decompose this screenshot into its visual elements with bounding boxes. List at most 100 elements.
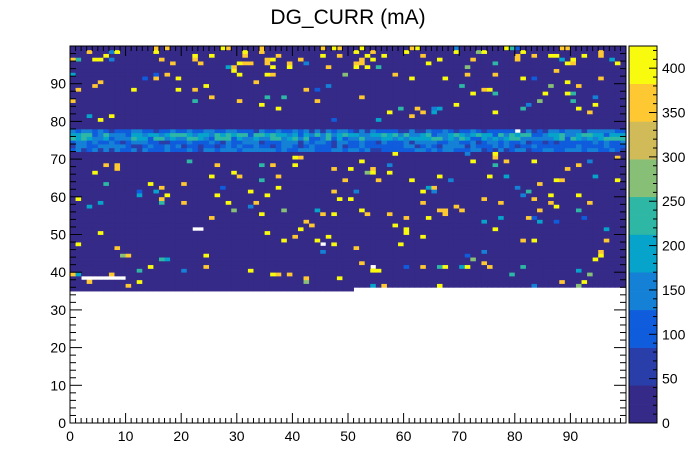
heatmap-cell (153, 121, 160, 126)
heatmap-cell (186, 159, 193, 164)
heatmap-cell (231, 155, 238, 160)
heatmap-cell (309, 185, 316, 190)
heatmap-cell (509, 208, 516, 213)
heatmap-cell (403, 200, 410, 205)
heatmap-cell (403, 283, 410, 288)
heatmap-cell (214, 181, 221, 186)
heatmap-cell (514, 144, 521, 149)
heatmap-cell (570, 219, 577, 224)
heatmap-cell (253, 174, 260, 179)
heatmap-cell (264, 128, 271, 134)
heatmap-cell (297, 162, 304, 168)
heatmap-cell (353, 128, 360, 134)
heatmap-cell (453, 132, 460, 137)
heatmap-cell (514, 275, 521, 281)
heatmap-cell (170, 110, 177, 115)
heatmap-cell (209, 189, 215, 194)
heatmap-cell (542, 193, 549, 198)
heatmap-cell (548, 257, 555, 262)
heatmap-cell (297, 230, 304, 235)
heatmap-cell (481, 121, 488, 126)
heatmap-cell (481, 162, 488, 168)
heatmap-cell (498, 177, 505, 183)
heatmap-cell (147, 283, 154, 288)
heatmap-cell (487, 140, 493, 145)
heatmap-cell (470, 170, 477, 175)
heatmap-cell (509, 174, 516, 179)
heatmap-cell (303, 102, 310, 107)
heatmap-cell (548, 132, 555, 137)
heatmap-cell (259, 208, 265, 213)
heatmap-cell (292, 177, 299, 183)
heatmap-cell (242, 253, 249, 258)
heatmap-cell (136, 238, 143, 243)
heatmap-cell (414, 162, 421, 168)
heatmap-cell (575, 110, 582, 115)
heatmap-cell (542, 253, 549, 258)
heatmap-cell (470, 117, 477, 122)
heatmap-cell (309, 181, 316, 186)
heatmap-cell (403, 166, 410, 171)
heatmap-cell (331, 204, 338, 209)
heatmap-cell (147, 208, 154, 213)
heatmap-cell (131, 98, 138, 103)
heatmap-cell (336, 238, 343, 243)
heatmap-cell (420, 151, 427, 156)
heatmap-cell (192, 230, 199, 235)
heatmap-cell (581, 226, 588, 232)
heatmap-cell (420, 147, 427, 152)
heatmap-cell (481, 242, 488, 247)
heatmap-cell (214, 113, 221, 119)
heatmap-cell (448, 249, 455, 254)
heatmap-cell (297, 242, 304, 247)
chart-title: DG_CURR (mA) (270, 6, 425, 29)
heatmap-cell (75, 287, 82, 292)
heatmap-cell (259, 242, 265, 247)
heatmap-cell (548, 170, 555, 175)
heatmap-cell (297, 238, 304, 243)
heatmap-cell (81, 215, 88, 220)
heatmap-cell (553, 268, 560, 273)
heatmap-cell (247, 234, 254, 239)
heatmap-cell (414, 144, 421, 149)
heatmap-cell (108, 185, 115, 190)
heatmap-cell (331, 98, 338, 103)
heatmap-cell (114, 162, 121, 168)
heatmap-cell (503, 140, 510, 145)
heatmap-cell (431, 272, 438, 277)
heatmap-cell (520, 200, 527, 205)
heatmap-cell (81, 283, 88, 288)
heatmap-cell (75, 102, 82, 107)
heatmap-cell (264, 162, 271, 168)
heatmap-cell (147, 257, 154, 262)
heatmap-cell (231, 279, 238, 284)
heatmap-cell (459, 185, 466, 190)
heatmap-cell (281, 162, 288, 168)
heatmap-cell (503, 260, 510, 266)
heatmap-cell (409, 155, 416, 160)
heatmap-cell (164, 279, 171, 284)
heatmap-cell (381, 181, 388, 186)
heatmap-cell (592, 260, 599, 266)
heatmap-cell (414, 155, 421, 160)
heatmap-cell (181, 98, 188, 103)
heatmap-cell (603, 121, 610, 126)
heatmap-cell (253, 200, 260, 205)
heatmap-cell (370, 234, 377, 239)
heatmap-cell (286, 272, 293, 277)
heatmap-cell (487, 189, 493, 194)
heatmap-cell (503, 189, 510, 194)
heatmap-cell (181, 144, 188, 149)
heatmap-cell (381, 226, 388, 232)
heatmap-cell (286, 249, 293, 254)
heatmap-cell (253, 275, 260, 281)
heatmap-cell (259, 249, 265, 254)
heatmap-cell (320, 196, 327, 201)
heatmap-cell (453, 193, 460, 198)
heatmap-cell (570, 272, 577, 277)
heatmap-cell (314, 279, 321, 284)
heatmap-cell (409, 177, 416, 183)
heatmap-cell (570, 144, 577, 149)
heatmap-cell (364, 196, 371, 201)
heatmap-cell (114, 170, 121, 175)
